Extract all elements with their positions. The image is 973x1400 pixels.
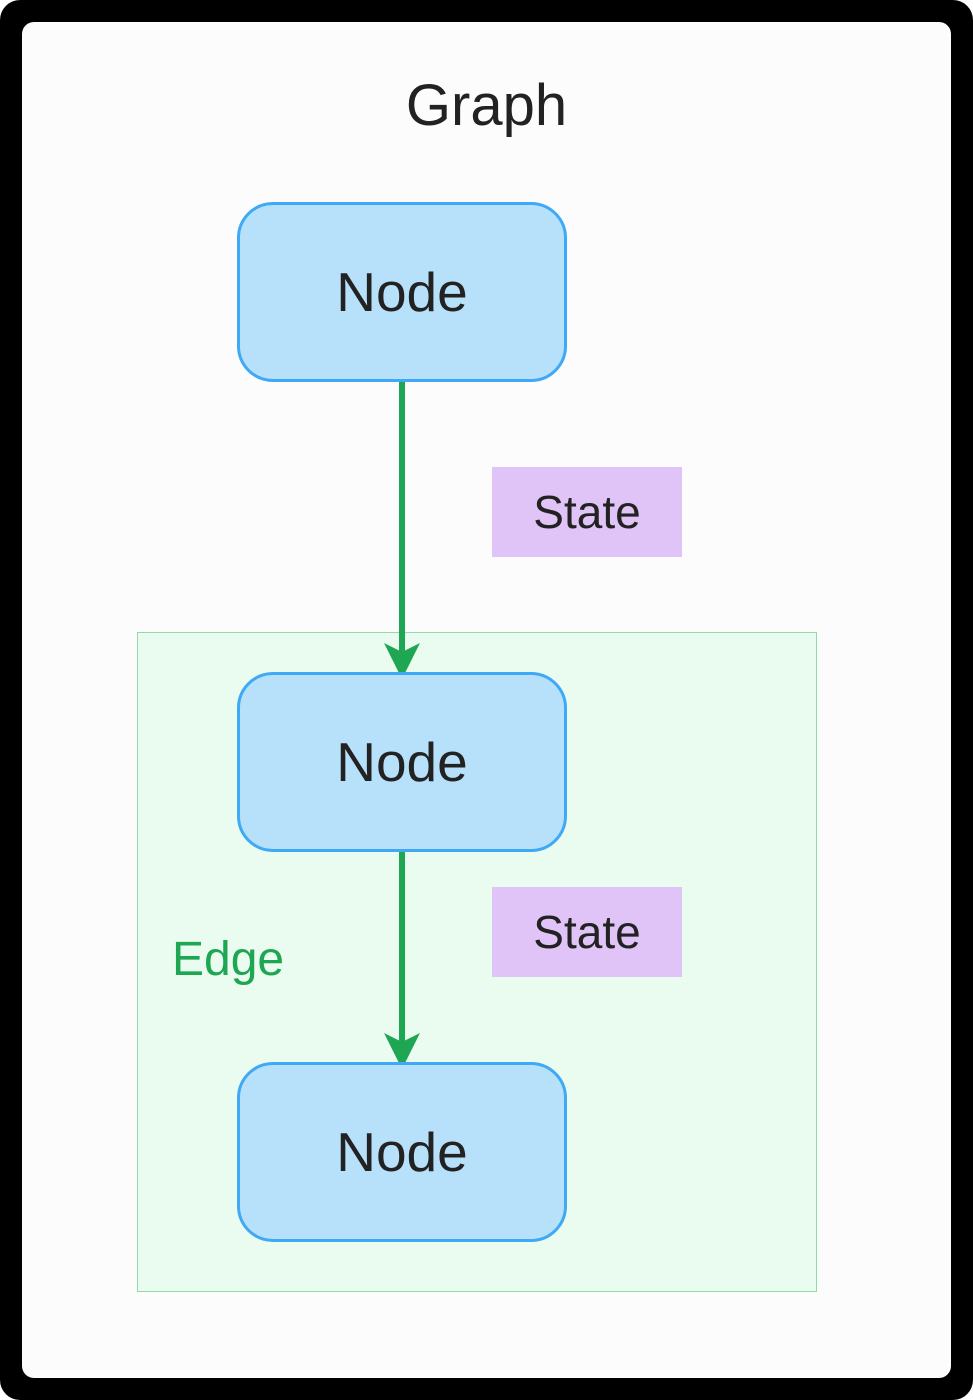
graph-node: Node bbox=[237, 1062, 567, 1242]
state-badge: State bbox=[492, 887, 682, 977]
graph-node: Node bbox=[237, 202, 567, 382]
edge-group-label: Edge bbox=[172, 932, 284, 987]
graph-node: Node bbox=[237, 672, 567, 852]
diagram-frame: Graph Edge Node Node Node State State bbox=[0, 0, 973, 1400]
diagram-canvas: Graph Edge Node Node Node State State bbox=[22, 22, 951, 1378]
state-badge: State bbox=[492, 467, 682, 557]
diagram-title: Graph bbox=[22, 72, 951, 139]
